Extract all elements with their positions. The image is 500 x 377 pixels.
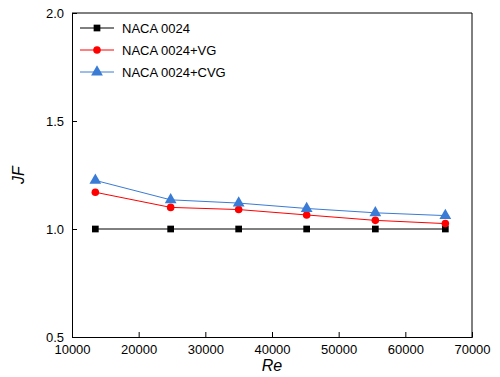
x-tick-label: 70000 <box>454 342 490 357</box>
marker <box>301 202 313 212</box>
x-tick-mark <box>139 332 140 337</box>
x-axis-line <box>73 332 473 338</box>
x-tick-mark <box>472 332 473 337</box>
y-tick: 1.0 <box>46 222 77 237</box>
marker <box>167 226 174 233</box>
x-tick: 20000 <box>121 332 157 357</box>
legend-label: NACA 0024+CVG <box>122 65 226 80</box>
y-tick-mark <box>72 229 77 230</box>
x-tick-label: 50000 <box>321 342 357 357</box>
legend-label: NACA 0024 <box>122 21 190 36</box>
y-tick: 2.0 <box>46 6 77 21</box>
y-tick-mark <box>72 121 77 122</box>
y-tick-mark <box>72 337 77 338</box>
y-tick-label: 2.0 <box>46 6 64 21</box>
series-group <box>89 174 451 233</box>
y-tick: 0.5 <box>46 330 77 345</box>
legend-item: NACA 0024 <box>80 21 190 36</box>
y-tick-label: 0.5 <box>46 330 64 345</box>
legend-label: NACA 0024+VG <box>122 43 216 58</box>
x-tick-label: 40000 <box>254 342 290 357</box>
x-tick-mark <box>339 332 340 337</box>
x-tick-label: 30000 <box>188 342 224 357</box>
legend-marker <box>91 65 103 75</box>
y-axis: 0.5 1.0 1.5 2.0 <box>46 6 77 345</box>
y-axis-title: JF <box>10 165 27 185</box>
y-tick-mark <box>72 13 77 14</box>
x-tick: 40000 <box>254 332 290 357</box>
marker <box>165 193 177 203</box>
legend: NACA 0024 NACA 0024+VG NACA 0024+CVG <box>80 21 226 80</box>
x-tick-mark <box>405 332 406 337</box>
marker <box>303 211 311 219</box>
legend-item: NACA 0024+VG <box>80 43 216 58</box>
x-tick-label: 20000 <box>121 342 157 357</box>
marker <box>89 174 101 184</box>
marker <box>372 217 380 225</box>
x-axis-title: Re <box>262 357 283 374</box>
x-tick: 30000 <box>188 332 224 357</box>
marker <box>235 226 242 233</box>
frame <box>72 13 472 14</box>
marker <box>233 196 245 206</box>
frame <box>472 13 473 337</box>
legend-item: NACA 0024+CVG <box>80 65 226 80</box>
legend-marker <box>93 46 101 54</box>
marker <box>303 226 310 233</box>
marker <box>369 206 381 216</box>
series <box>89 174 451 219</box>
x-tick: 60000 <box>388 332 424 357</box>
marker <box>235 206 243 214</box>
series-line <box>95 180 445 215</box>
marker <box>439 209 451 219</box>
marker <box>442 220 450 228</box>
series-line <box>95 229 445 230</box>
x-tick: 50000 <box>321 332 357 357</box>
marker <box>167 204 175 212</box>
series <box>92 226 449 233</box>
x-tick-label: 60000 <box>388 342 424 357</box>
marker <box>372 226 379 233</box>
y-tick-label: 1.0 <box>46 222 64 237</box>
chart: 100002000030000400005000060000700000.51.… <box>0 0 500 377</box>
x-tick: 70000 <box>454 332 490 357</box>
y-tick-label: 1.5 <box>46 114 64 129</box>
plot: 100002000030000400005000060000700000.51.… <box>46 6 491 358</box>
marker <box>92 188 100 196</box>
y-tick: 1.5 <box>46 114 77 129</box>
series-line <box>95 192 445 223</box>
legend-marker <box>94 25 101 32</box>
y-axis-line <box>73 14 78 338</box>
x-tick-mark <box>272 332 273 337</box>
series <box>92 188 450 227</box>
marker <box>92 226 99 233</box>
x-axis: 10000200003000040000500006000070000 <box>54 332 490 357</box>
x-tick-mark <box>205 332 206 337</box>
